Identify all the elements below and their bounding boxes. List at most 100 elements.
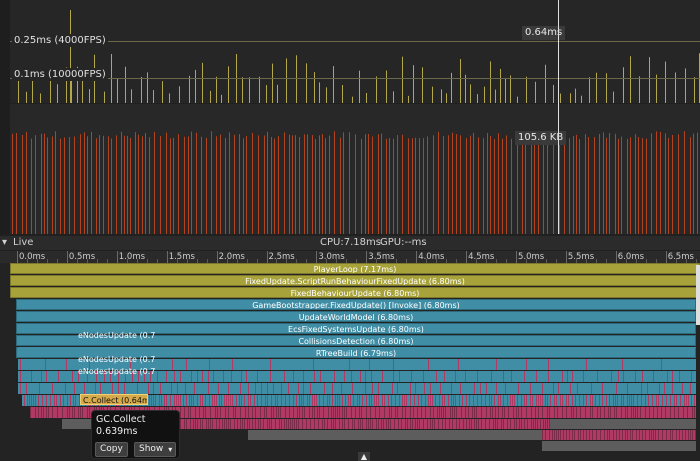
flame-detail-marker xyxy=(359,407,360,418)
flame-detail-marker xyxy=(495,419,496,429)
flame-detail-marker xyxy=(438,419,439,429)
flame-detail-marker xyxy=(397,383,398,394)
cpu-spike xyxy=(575,88,576,103)
flame-detail-marker xyxy=(648,395,649,406)
flame-detail-marker xyxy=(327,395,328,406)
show-dropdown[interactable]: Show ▾ xyxy=(134,442,177,457)
flame-detail-marker xyxy=(411,371,412,382)
flame-detail-marker xyxy=(682,430,683,440)
flame-detail-marker xyxy=(503,395,504,406)
flame-bar-gc-collect[interactable]: C.Collect (0.64m xyxy=(80,394,148,405)
gc-alloc-bar xyxy=(271,137,272,234)
flame-detail-marker xyxy=(405,407,406,418)
cpu-spike xyxy=(77,66,78,103)
memory-chart[interactable]: 105.6 KB xyxy=(0,104,700,234)
flame-detail-marker xyxy=(172,359,173,370)
flame-detail-marker xyxy=(633,407,634,418)
gc-alloc-bar xyxy=(258,135,259,234)
gc-alloc-bar xyxy=(22,134,23,234)
flame-detail-marker xyxy=(323,407,324,418)
gc-alloc-bar xyxy=(543,132,544,234)
flame-detail-marker xyxy=(491,395,492,406)
ref-label-10000fps: 0.1ms (10000FPS) xyxy=(12,68,108,81)
flame-detail-marker xyxy=(433,407,434,418)
flame-detail-marker xyxy=(337,407,338,418)
flame-detail-marker xyxy=(399,371,400,382)
gc-alloc-bar xyxy=(12,133,13,234)
collapse-arrow-icon[interactable]: ▾ xyxy=(2,237,8,248)
ruler-tick: 5.5ms xyxy=(565,251,595,263)
flame-detail-marker xyxy=(232,359,233,370)
expand-up-icon[interactable]: ▲ xyxy=(358,452,370,461)
time-ruler[interactable]: 0.0ms 0.5ms 1.0ms 1.5ms 2.0ms 2.5ms 3.0ms 3.5ms… xyxy=(0,251,700,263)
flame-bar-gamebootstrapper[interactable]: GameBootstrapper.FixedUpdate() [Invoke] … xyxy=(16,299,696,310)
cpu-spike xyxy=(26,91,27,103)
flame-chart[interactable]: PlayerLoop (7.17ms) FixedUpdate.ScriptRu… xyxy=(0,263,700,461)
flame-detail-marker xyxy=(572,395,573,406)
gc-alloc-bar xyxy=(47,137,48,234)
flame-bar-nodesupdate-1[interactable]: eNodesUpdate (0.7 xyxy=(78,331,156,340)
flame-detail-marker xyxy=(547,395,548,406)
flame-detail-marker xyxy=(562,371,563,382)
flame-detail-marker xyxy=(513,407,514,418)
flame-detail-marker xyxy=(547,419,548,429)
flame-detail-marker xyxy=(691,395,692,406)
flame-detail-marker xyxy=(491,371,492,382)
flame-detail-marker xyxy=(319,395,320,406)
flame-detail-marker xyxy=(263,419,264,429)
flame-detail-marker xyxy=(477,395,478,406)
gc-alloc-bar xyxy=(206,137,207,234)
flame-detail-marker xyxy=(512,395,513,406)
cpu-spike xyxy=(242,77,243,103)
flame-detail-marker xyxy=(95,383,96,394)
flame-bar-updateworldmodel[interactable]: UpdateWorldModel (6.80ms) xyxy=(16,311,696,322)
gc-alloc-bar xyxy=(121,131,122,234)
flame-detail-marker xyxy=(676,395,677,406)
flame-detail-marker xyxy=(174,371,175,382)
flame-detail-marker xyxy=(481,407,482,418)
gc-alloc-bar xyxy=(96,138,97,234)
cpu-spike xyxy=(89,89,90,103)
flame-detail-marker xyxy=(63,395,64,406)
flame-bar-nodesupdate-3[interactable]: eNodesUpdate (0.7 xyxy=(78,367,156,376)
flame-detail-marker xyxy=(521,395,522,406)
cpu-usage-chart[interactable]: 0.25ms (4000FPS) 0.1ms (10000FPS) 0.64ms xyxy=(0,0,700,103)
flame-detail-marker xyxy=(666,395,667,406)
flame-detail-marker xyxy=(303,371,304,382)
flame-detail-marker xyxy=(186,395,187,406)
flame-detail-marker xyxy=(474,407,475,418)
flame-detail-marker xyxy=(651,430,652,440)
copy-button[interactable]: Copy xyxy=(95,442,128,457)
flame-detail-marker xyxy=(74,383,75,394)
flame-detail-marker xyxy=(279,419,280,429)
flame-detail-marker xyxy=(270,371,271,382)
cpu-spike xyxy=(221,94,222,103)
flame-detail-marker xyxy=(273,383,274,394)
flame-detail-marker xyxy=(335,419,336,429)
gc-alloc-bar xyxy=(630,137,631,234)
ruler-minor-tick xyxy=(126,259,128,263)
flame-detail-marker xyxy=(430,419,431,429)
flame-detail-marker xyxy=(344,419,345,429)
ruler-minor-tick xyxy=(675,259,677,263)
flame-detail-marker xyxy=(337,395,338,406)
flame-detail-marker xyxy=(524,395,525,406)
flame-detail-marker xyxy=(212,395,213,406)
flame-detail-marker xyxy=(530,383,531,394)
flame-detail-marker xyxy=(497,419,498,429)
flame-bar-nodesupdate-2[interactable]: eNodesUpdate (0.7 xyxy=(78,355,156,364)
flame-detail-marker xyxy=(366,419,367,429)
gc-alloc-bar xyxy=(419,138,420,234)
flame-detail-marker xyxy=(366,407,367,418)
flame-detail-marker xyxy=(496,359,497,370)
tooltip-title: GC.Collect xyxy=(96,414,146,425)
flame-detail-marker xyxy=(474,419,475,429)
flame-detail-marker xyxy=(296,419,297,429)
flame-detail-marker xyxy=(423,419,424,429)
flame-detail-marker xyxy=(164,395,165,406)
flame-bar-ecsfixedsystems[interactable]: EcsFixedSystemsUpdate (6.80ms) xyxy=(16,323,696,334)
flame-detail-marker xyxy=(144,371,145,382)
ruler-minor-tick xyxy=(685,259,687,263)
flame-bar-collisionsdetection[interactable]: CollisionsDetection (6.80ms) xyxy=(16,335,696,346)
frame-cursor[interactable] xyxy=(558,0,559,234)
